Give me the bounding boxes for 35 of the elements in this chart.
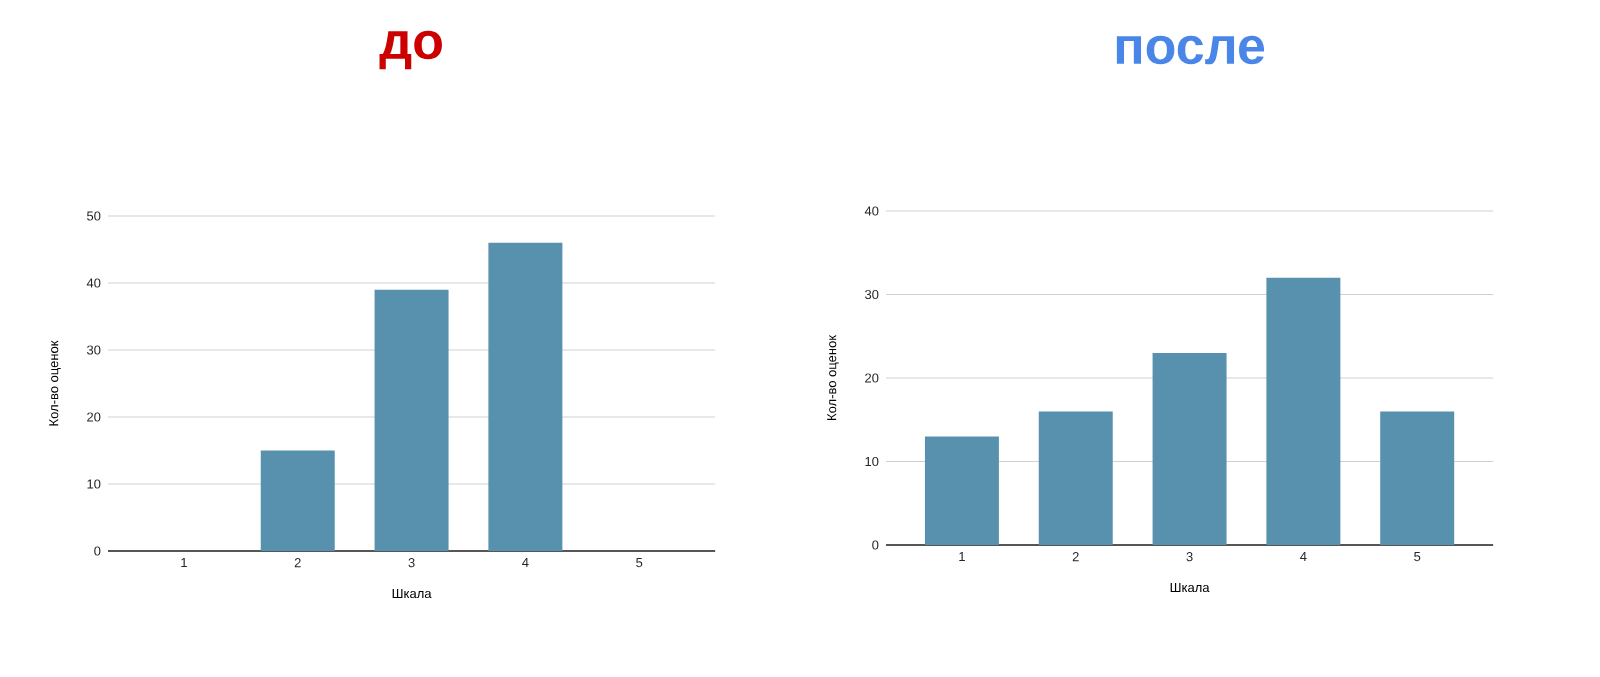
y-tick-label: 40 xyxy=(864,206,879,216)
x-tick-label: 5 xyxy=(636,558,643,568)
y-axis-title: Кол-во оценок xyxy=(49,340,61,426)
y-tick-label: 10 xyxy=(865,456,879,467)
x-tick-label: 5 xyxy=(1414,552,1421,562)
x-tick-label: 4 xyxy=(1300,552,1307,562)
bar xyxy=(260,450,335,551)
x-axis-title: Шкала xyxy=(392,589,432,599)
x-tick-label: 1 xyxy=(959,552,965,562)
x-tick-label: 2 xyxy=(1072,552,1079,562)
y-tick-label: 40 xyxy=(86,278,101,288)
x-tick-label: 2 xyxy=(294,558,301,568)
bar xyxy=(1266,277,1341,545)
y-tick-label: 50 xyxy=(87,211,101,221)
y-tick-label: 10 xyxy=(87,479,101,489)
bar xyxy=(924,436,999,545)
x-tick-label: 4 xyxy=(522,558,529,568)
x-tick-label: 3 xyxy=(1186,552,1193,562)
chart-title: после xyxy=(1116,35,1265,65)
y-tick-label: 30 xyxy=(86,345,101,355)
bar xyxy=(1152,352,1227,545)
y-tick-label: 20 xyxy=(87,412,101,422)
chart-title: до xyxy=(379,30,442,70)
y-tick-label: 0 xyxy=(872,540,879,550)
bar xyxy=(488,242,563,551)
x-axis-title: Шкала xyxy=(1170,583,1210,593)
bar xyxy=(374,289,449,551)
y-tick-label: 30 xyxy=(864,289,879,300)
x-tick-label: 3 xyxy=(408,558,415,568)
bar xyxy=(1380,411,1455,545)
x-tick-label: 1 xyxy=(181,558,187,568)
y-tick-label: 20 xyxy=(865,373,879,383)
y-tick-label: 0 xyxy=(94,546,101,556)
y-axis-title: Кол-во оценок xyxy=(827,335,839,420)
bar xyxy=(1038,411,1113,545)
